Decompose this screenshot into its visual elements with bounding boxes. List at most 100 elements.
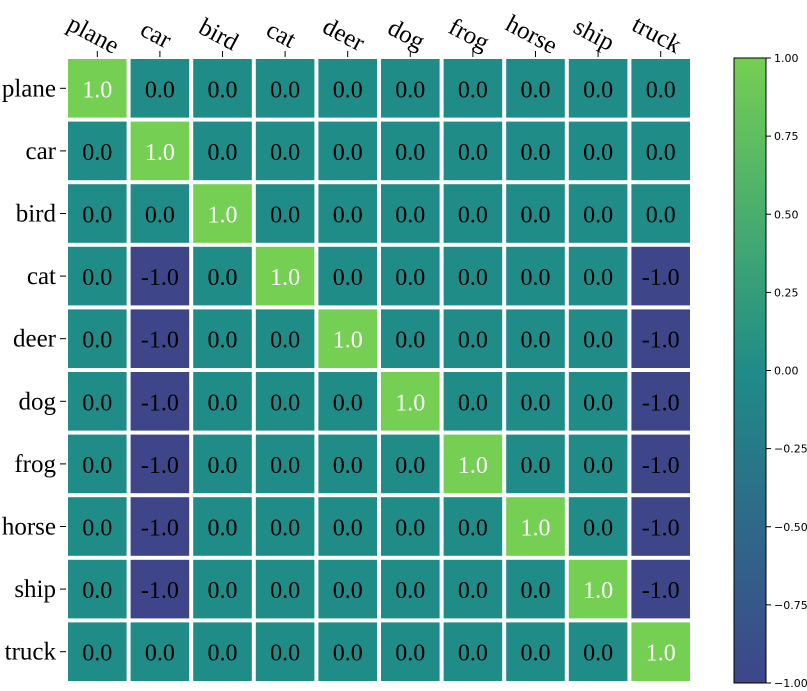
x-tick-labels: plane car bird cat deer dog frog horse ship truck: [63, 10, 686, 59]
heatmap-cell-2-2: [193, 184, 252, 243]
heatmap-cell-3-2: [193, 246, 252, 306]
heatmap-cell-9-5: [381, 622, 440, 681]
heatmap-cell-7-2: [193, 497, 252, 556]
heatmap-cell-1-4: [318, 121, 377, 181]
heatmap-cell-7-8: [568, 497, 628, 556]
cell-value-label: 0.0: [208, 641, 238, 667]
heatmap-cell-6-4: [318, 434, 377, 494]
heatmap-cell-9-4: [318, 622, 377, 681]
cell-value-label: 0.0: [333, 578, 363, 604]
heatmap-cell-7-4: [318, 497, 377, 556]
cell-value-label: 0.0: [270, 453, 300, 479]
cell-value-label: 0.0: [521, 641, 551, 667]
heatmap-cell-3-6: [443, 246, 503, 306]
heatmap-cell-8-2: [193, 559, 252, 619]
x-tick-label: dog: [383, 14, 429, 56]
heatmap-cell-5-8: [568, 372, 628, 431]
cell-value-label: 0.0: [333, 453, 363, 479]
cell-value-label: 0.0: [521, 328, 551, 354]
cell-value-label: 0.0: [270, 390, 300, 416]
cell-value-label: -1.0: [141, 265, 179, 291]
heatmap-cell-2-7: [506, 184, 565, 243]
cell-value-label: -1.0: [141, 453, 179, 479]
heatmap-cell-9-8: [568, 622, 628, 681]
heatmap-cell-5-0: [68, 372, 127, 431]
cell-value-label: 0.0: [583, 516, 613, 542]
heatmap-cell-3-9: [631, 246, 690, 306]
heatmap-cell-2-0: [68, 184, 127, 243]
heatmap-cell-2-9: [631, 184, 690, 243]
heatmap-cell-5-3: [255, 372, 315, 431]
cell-value-label: 0.0: [208, 578, 238, 604]
cell-value-label: 0.0: [395, 641, 425, 667]
cell-value-label: 0.0: [333, 140, 363, 166]
heatmap-cell-1-5: [381, 121, 440, 181]
cell-value-label: 0.0: [270, 203, 300, 229]
cell-value-label: 0.0: [82, 578, 112, 604]
heatmap-cell-7-1: [130, 497, 190, 556]
cell-value-label: 0.0: [521, 77, 551, 103]
cell-value-label: -1.0: [141, 390, 179, 416]
cell-value-label: 1.0: [270, 265, 300, 291]
cell-value-label: 0.0: [82, 453, 112, 479]
x-tick-label: car: [136, 16, 176, 54]
heatmap-cell-9-6: [443, 622, 503, 681]
cell-value-label: 0.0: [82, 265, 112, 291]
heatmap-cell-8-0: [68, 559, 127, 619]
cell-value-label: 0.0: [208, 140, 238, 166]
cell-value-label: 0.0: [395, 453, 425, 479]
heatmap-cell-8-4: [318, 559, 377, 619]
cell-value-label: 0.0: [333, 516, 363, 542]
cell-value-label: 0.0: [583, 140, 613, 166]
heatmap-cell-3-4: [318, 246, 377, 306]
heatmap-cell-0-3: [255, 59, 315, 118]
heatmap-cell-9-3: [255, 622, 315, 681]
cell-value-label: 0.0: [395, 578, 425, 604]
heatmap-cells: 1.0 0.0 0.0 0.0 0.0 0.0 0.0 0.0 0.0 0.0 0.0 1.0 0.0 0…: [68, 59, 690, 681]
heatmap-cell-5-7: [506, 372, 565, 431]
heatmap-cell-2-4: [318, 184, 377, 243]
cell-value-label: 0.0: [82, 390, 112, 416]
cell-value-label: 0.0: [583, 203, 613, 229]
cell-value-label: 0.0: [82, 203, 112, 229]
heatmap-cell-7-5: [381, 497, 440, 556]
cell-value-label: 0.0: [82, 328, 112, 354]
cell-value-label: 0.0: [583, 77, 613, 103]
heatmap-cell-9-1: [130, 622, 190, 681]
heatmap-cell-6-1: [130, 434, 190, 494]
heatmap-cell-5-4: [318, 372, 377, 431]
heatmap-cell-2-8: [568, 184, 628, 243]
heatmap-cell-0-5: [381, 59, 440, 118]
cell-value-label: 0.0: [208, 77, 238, 103]
cell-value-label: 1.0: [521, 516, 551, 542]
y-tick-labels: plane car bird cat deer dog frog horse ship truck: [2, 75, 66, 666]
cell-value-label: 0.0: [458, 265, 488, 291]
cell-value-label: 0.0: [521, 390, 551, 416]
cell-value-label: 0.0: [270, 516, 300, 542]
heatmap-cell-5-2: [193, 372, 252, 431]
heatmap-cell-3-7: [506, 246, 565, 306]
heatmap-cell-8-9: [631, 559, 690, 619]
y-tick-label: cat: [27, 263, 56, 290]
heatmap-cell-4-1: [130, 309, 190, 368]
colorbar-tick-label: 1.00: [774, 52, 799, 65]
heatmap-cell-4-4: [318, 309, 377, 368]
heatmap-cell-3-1: [130, 246, 190, 306]
cell-value-label: -1.0: [642, 265, 680, 291]
cell-value-label: 0.0: [646, 203, 676, 229]
heatmap-cell-2-1: [130, 184, 190, 243]
heatmap-cell-7-3: [255, 497, 315, 556]
heatmap-cell-4-9: [631, 309, 690, 368]
heatmap-cell-9-7: [506, 622, 565, 681]
cell-value-label: 1.0: [208, 203, 238, 229]
cell-value-label: 0.0: [145, 203, 175, 229]
heatmap-cell-3-0: [68, 246, 127, 306]
cell-value-label: -1.0: [642, 516, 680, 542]
heatmap-cell-6-7: [506, 434, 565, 494]
y-tick-label: truck: [5, 639, 57, 666]
cell-value-label: 0.0: [270, 578, 300, 604]
heatmap-cell-8-1: [130, 559, 190, 619]
x-tick-label: deer: [318, 13, 369, 57]
cell-value-label: 0.0: [583, 453, 613, 479]
cell-value-label: 0.0: [395, 203, 425, 229]
